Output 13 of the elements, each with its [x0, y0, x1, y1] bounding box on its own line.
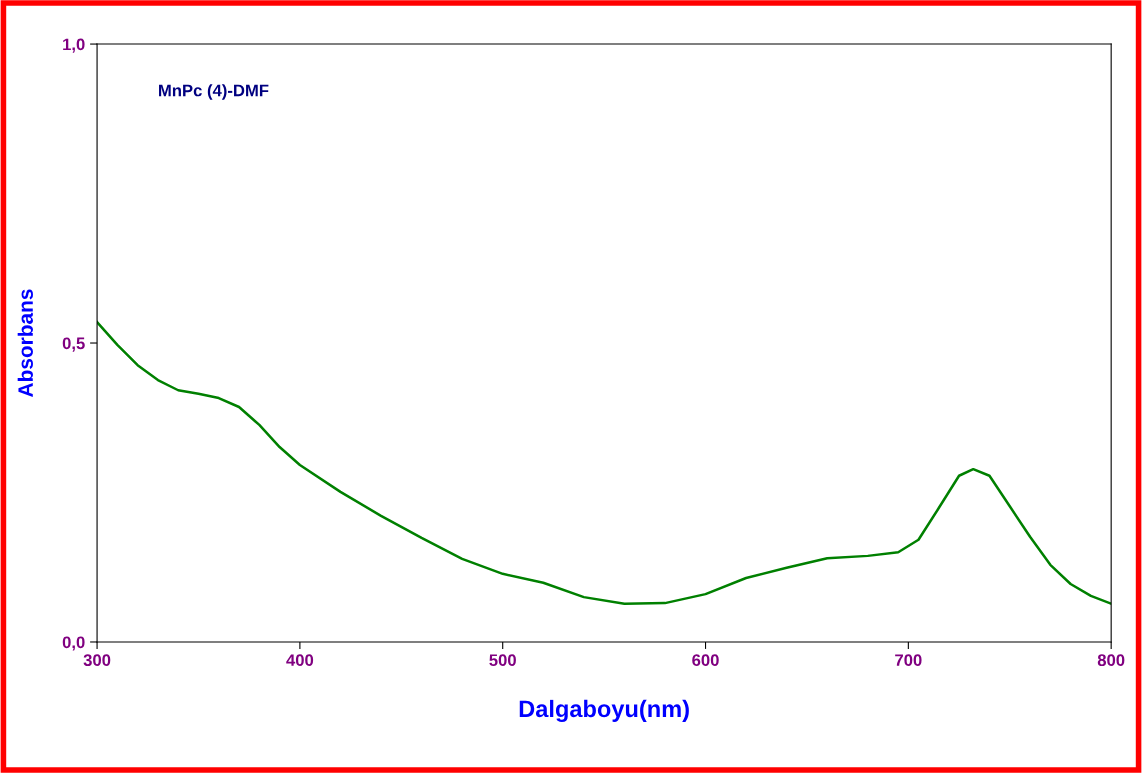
x-tick-label: 800	[1097, 654, 1125, 667]
x-tick-label: 500	[489, 654, 516, 667]
y-tick-label: 1,0	[63, 38, 85, 53]
x-tick-label: 300	[83, 654, 111, 667]
x-axis-title: Dalgaboyu(nm)	[519, 699, 689, 722]
y-axis-title: Absorbans	[17, 289, 33, 397]
x-tick-label: 700	[895, 654, 922, 667]
x-tick-label: 400	[286, 654, 314, 667]
y-tick-label: 0,5	[62, 337, 85, 352]
line-series	[97, 320, 1112, 605]
y-tick-label: 0,0	[62, 636, 85, 651]
annotation: MnPc (4)-DMF	[159, 84, 269, 100]
x-tick-label: 600	[692, 654, 719, 667]
